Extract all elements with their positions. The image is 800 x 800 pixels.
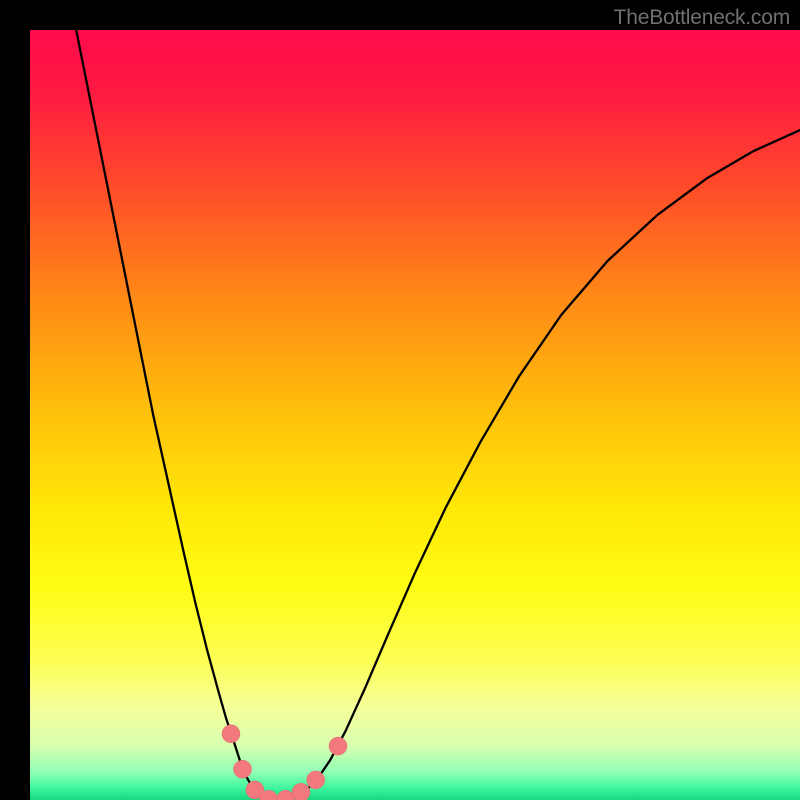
plot-area bbox=[30, 30, 800, 800]
background-gradient bbox=[30, 30, 800, 800]
watermark-text: TheBottleneck.com bbox=[614, 6, 790, 30]
chart-frame: TheBottleneck.com bbox=[0, 0, 800, 800]
